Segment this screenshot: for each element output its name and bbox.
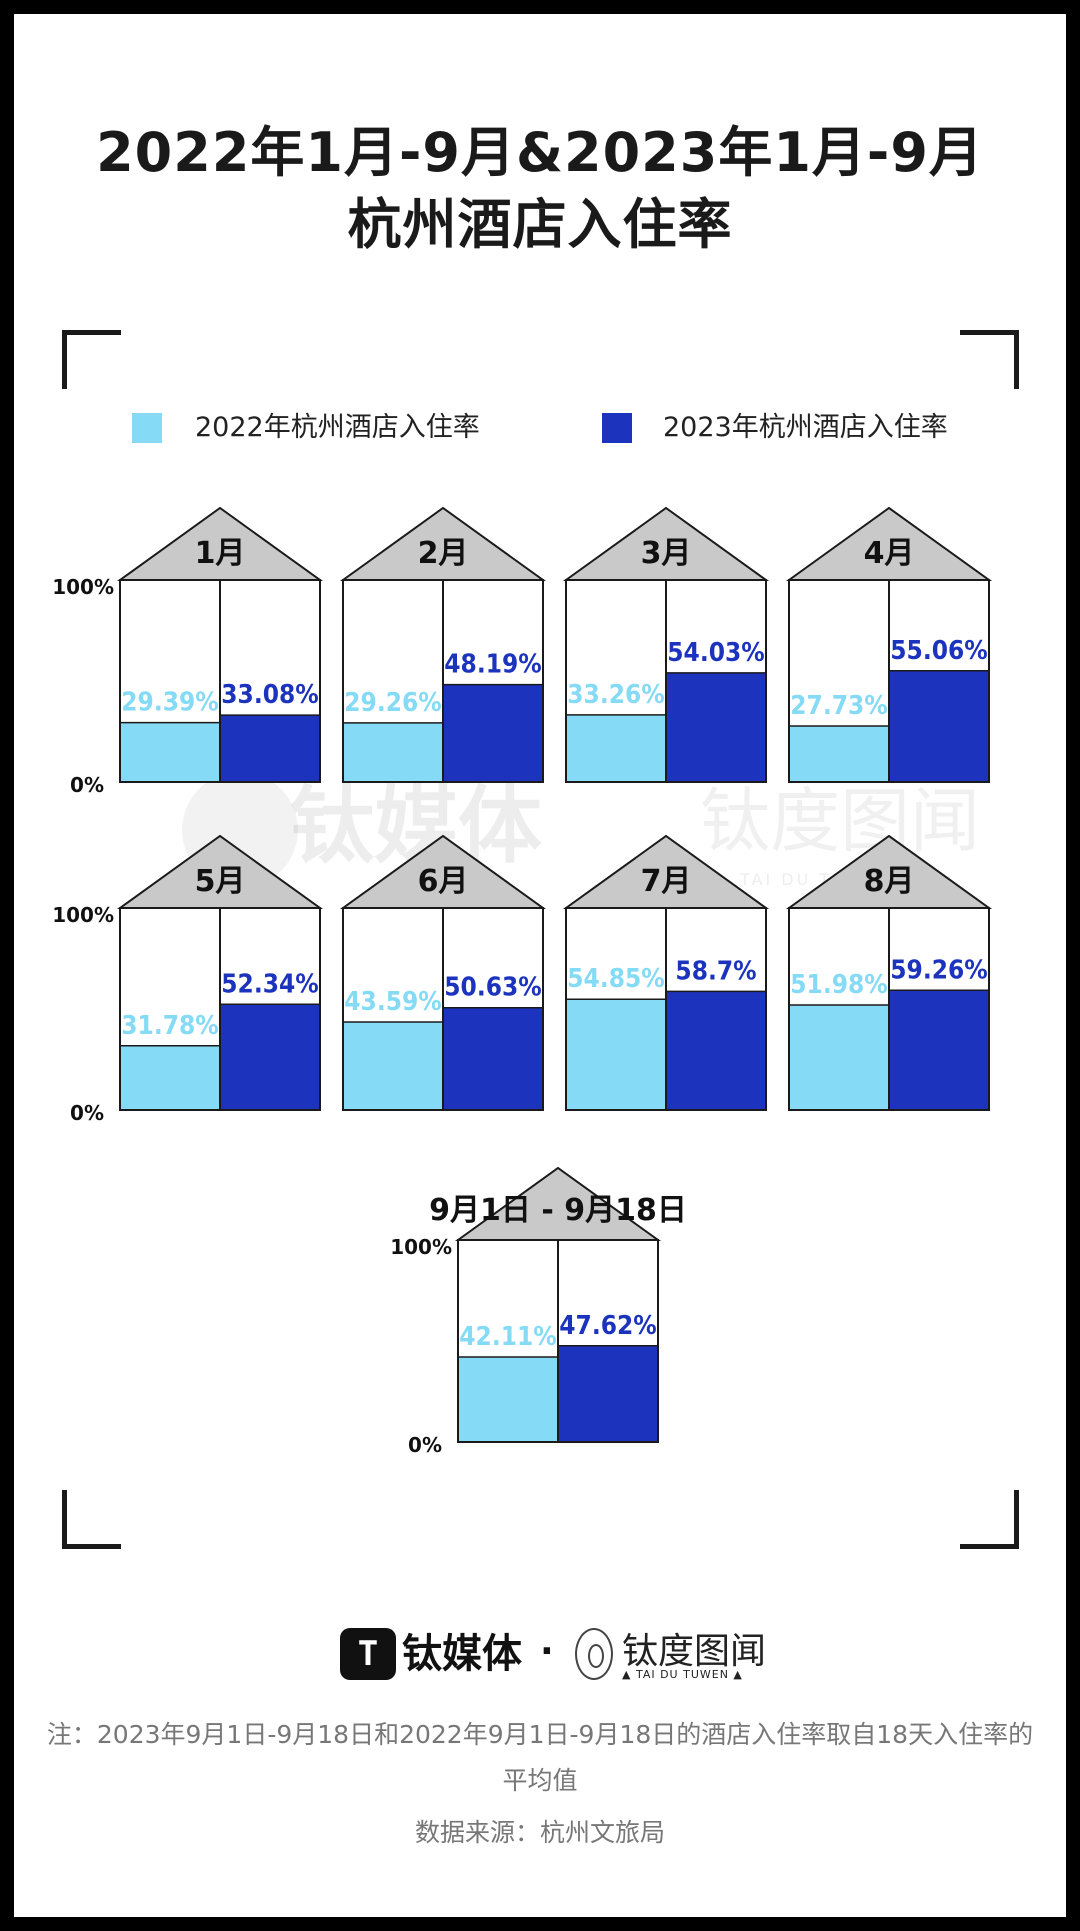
footer-brand2-sub: ▲ TAI DU TUWEN ▲ bbox=[622, 1668, 743, 1681]
data-label-2022: 43.59% bbox=[344, 987, 441, 1017]
y-tick-0: 0% bbox=[70, 1101, 104, 1125]
house-outline bbox=[342, 579, 544, 783]
chart-title-line1: 2022年1月-9月&2023年1月-9月 bbox=[96, 121, 984, 184]
category-label: 3月 bbox=[641, 536, 692, 571]
bar-2023 bbox=[443, 1007, 542, 1110]
legend-label-2022: 2022年杭州酒店入住率 bbox=[195, 412, 480, 443]
bar-2022 bbox=[121, 722, 220, 782]
watermark-brand2: 钛度图闻 bbox=[700, 780, 980, 862]
bar-2023 bbox=[558, 1345, 657, 1442]
data-label-2022: 31.78% bbox=[121, 1011, 218, 1041]
bar-2023 bbox=[443, 684, 542, 782]
y-tick-0: 0% bbox=[70, 773, 104, 797]
category-label: 7月 bbox=[641, 864, 692, 899]
corner-bracket-bottom-left bbox=[62, 1490, 121, 1549]
data-label-2023: 59.26% bbox=[890, 955, 987, 985]
y-tick-100: 100% bbox=[52, 575, 114, 599]
data-label-2022: 51.98% bbox=[790, 970, 887, 1000]
house-outline bbox=[565, 579, 767, 783]
data-label-2023: 33.08% bbox=[221, 680, 318, 710]
data-source: 数据来源：杭州文旅局 bbox=[414, 1818, 665, 1847]
bar-2022 bbox=[459, 1356, 558, 1442]
footnote: 注：2023年9月1日-9月18日和2022年9月1日-9月18日的酒店入住率取… bbox=[46, 1720, 1034, 1795]
house-outline bbox=[342, 907, 544, 1111]
bar-2023 bbox=[220, 715, 319, 782]
bar-2022 bbox=[567, 714, 666, 782]
footer-eye-logo-icon bbox=[575, 1628, 613, 1680]
legend-swatch-2022 bbox=[132, 413, 162, 443]
category-label: 2月 bbox=[418, 536, 469, 571]
category-label: 1月 bbox=[195, 536, 246, 571]
category-label: 9月1日 - 9月18日 bbox=[429, 1193, 687, 1228]
legend-swatch-2023 bbox=[602, 413, 632, 443]
house-outline bbox=[119, 579, 321, 783]
data-label-2023: 54.03% bbox=[667, 638, 764, 668]
bar-2022 bbox=[121, 1045, 220, 1110]
footer-logo-titanium-media: T bbox=[340, 1628, 396, 1680]
y-tick-100: 100% bbox=[390, 1235, 452, 1259]
footer-brand1: 钛媒体 bbox=[402, 1631, 522, 1677]
data-label-2023: 55.06% bbox=[890, 636, 987, 666]
house-outline bbox=[788, 907, 990, 1111]
house-outline bbox=[788, 579, 990, 783]
house-outline bbox=[457, 1239, 659, 1443]
data-label-2023: 47.62% bbox=[559, 1311, 656, 1341]
data-label-2022: 29.26% bbox=[344, 688, 441, 718]
footer-dot: · bbox=[540, 1631, 554, 1672]
data-label-2022: 33.26% bbox=[567, 680, 664, 710]
bar-2022 bbox=[344, 1021, 443, 1110]
bar-2023 bbox=[889, 990, 988, 1110]
category-label: 4月 bbox=[864, 536, 915, 571]
category-label: 5月 bbox=[195, 864, 246, 899]
house-outline bbox=[565, 907, 767, 1111]
footer-brand2: 钛度图闻 bbox=[622, 1631, 767, 1672]
data-label-2022: 27.73% bbox=[790, 691, 887, 721]
chart-title-line2: 杭州酒店入住率 bbox=[347, 193, 733, 256]
titanium-media-logo-icon: T bbox=[357, 1634, 379, 1674]
bar-2022 bbox=[344, 722, 443, 782]
bar-2022 bbox=[567, 999, 666, 1110]
data-label-2022: 29.39% bbox=[121, 688, 218, 718]
bar-2023 bbox=[220, 1004, 319, 1110]
house-outline bbox=[119, 907, 321, 1111]
data-label-2022: 54.85% bbox=[567, 964, 664, 994]
corner-bracket-top-left bbox=[62, 330, 121, 389]
data-label-2022: 42.11% bbox=[459, 1322, 556, 1352]
bar-2023 bbox=[666, 672, 765, 782]
y-tick-100: 100% bbox=[52, 903, 114, 927]
category-label: 8月 bbox=[864, 864, 915, 899]
data-label-2023: 58.7% bbox=[675, 956, 756, 986]
bar-2023 bbox=[889, 670, 988, 782]
bar-2022 bbox=[790, 725, 889, 782]
corner-bracket-bottom-right bbox=[960, 1490, 1019, 1549]
y-tick-0: 0% bbox=[408, 1433, 442, 1457]
data-label-2023: 52.34% bbox=[221, 969, 318, 999]
corner-bracket-top-right bbox=[960, 330, 1019, 389]
category-label: 6月 bbox=[418, 864, 469, 899]
data-label-2023: 50.63% bbox=[444, 973, 541, 1003]
legend-label-2023: 2023年杭州酒店入住率 bbox=[663, 412, 948, 443]
bar-2022 bbox=[790, 1005, 889, 1110]
data-label-2023: 48.19% bbox=[444, 650, 541, 680]
bar-2023 bbox=[666, 991, 765, 1110]
